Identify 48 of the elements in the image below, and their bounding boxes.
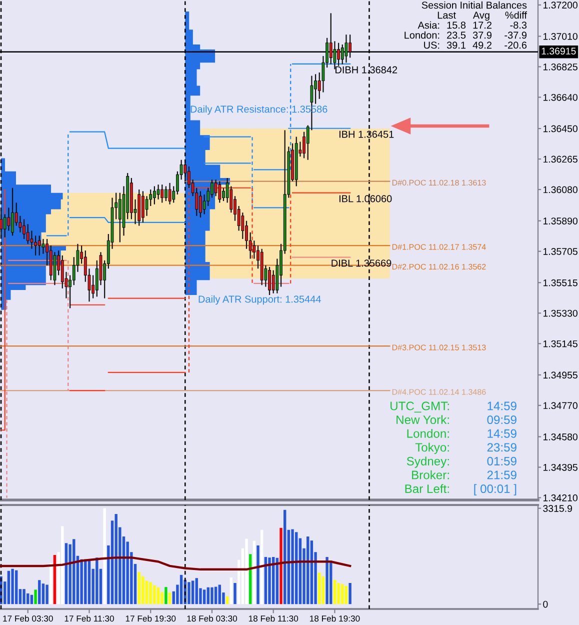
y-tick-label: 1.36265 [543,156,578,163]
y-tick-label: 1.34395 [543,464,578,471]
y-tick-label: 1.37010 [543,32,578,40]
y-tick-label: 1.36080 [543,186,578,194]
y-tick-label: 1.35705 [543,248,578,255]
y-tick-label: 1.37200 [543,2,578,9]
text: New York: 09:59 [396,415,516,424]
text: Asia: 15.8 17.2 -8.3 [418,21,527,29]
y-tick-label: 0 [543,600,548,608]
annotation: DIBH 1.36842 [336,66,398,74]
y-tick-label: 1.34955 [543,372,578,379]
series-label: D#2.POC 11.02.16 1.3562 [392,264,486,270]
annotation: IBL 1.06060 [339,195,392,202]
y-tick-label: 1.36450 [543,125,578,132]
annotation: Daily ATR Support: 1.35444 [198,295,321,305]
x-tick-label: 18 Feb 11:30 [248,615,298,622]
text: Bar Left: [ 00:01 ] [405,484,516,496]
y-tick-label: 1.34210 [543,494,578,502]
y-tick-label: 1.36640 [543,94,578,101]
text: Tokyo: 23:59 [415,442,516,454]
text: Sydney: 01:59 [406,456,516,468]
text: US: 39.1 49.2 -20.6 [424,42,527,49]
series-label: D#0.POC 11.02.18 1.3613 [392,180,486,186]
x-tick-label: 17 Feb 11:30 [64,615,114,622]
x-tick-label: 17 Feb 03:30 [3,615,53,622]
y-tick-label: 1.35330 [543,310,578,317]
text: Broker: 21:59 [412,470,516,480]
annotation: DIBL 1.35669 [332,260,392,267]
annotation: Session Initial Balances [422,1,527,9]
y-tick-label: 1.34770 [543,402,578,410]
x-tick-label: 17 Feb 19:30 [126,615,176,622]
series-label: D#1.POC 11.02.17 1.3574 [392,244,486,250]
text: Last Avg %diff [438,11,528,21]
text: UTC_GMT: 14:59 [390,402,516,413]
annotation: IBH 1.36451 [339,130,394,138]
series-label: D#4.POC 11.02.14 1.3486 [392,389,486,395]
y-tick-label: 1.36825 [543,63,578,70]
series-label: D#3.POC 11.02.15 1.3513 [392,344,486,350]
ref-line-label: 1.36915 [542,48,576,55]
text: London: 23.5 37.9 -37.9 [404,31,527,39]
y-tick-label: 3315.9 [543,505,572,512]
y-tick-label: 1.35890 [543,218,578,224]
y-tick-label: 1.35515 [543,279,578,286]
y-tick-label: 1.35145 [543,340,578,348]
y-tick-label: 1.34580 [543,433,578,440]
text: London: 14:59 [407,428,516,438]
x-tick-label: 18 Feb 03:30 [187,615,238,622]
x-tick-label: 18 Feb 19:30 [310,615,360,622]
